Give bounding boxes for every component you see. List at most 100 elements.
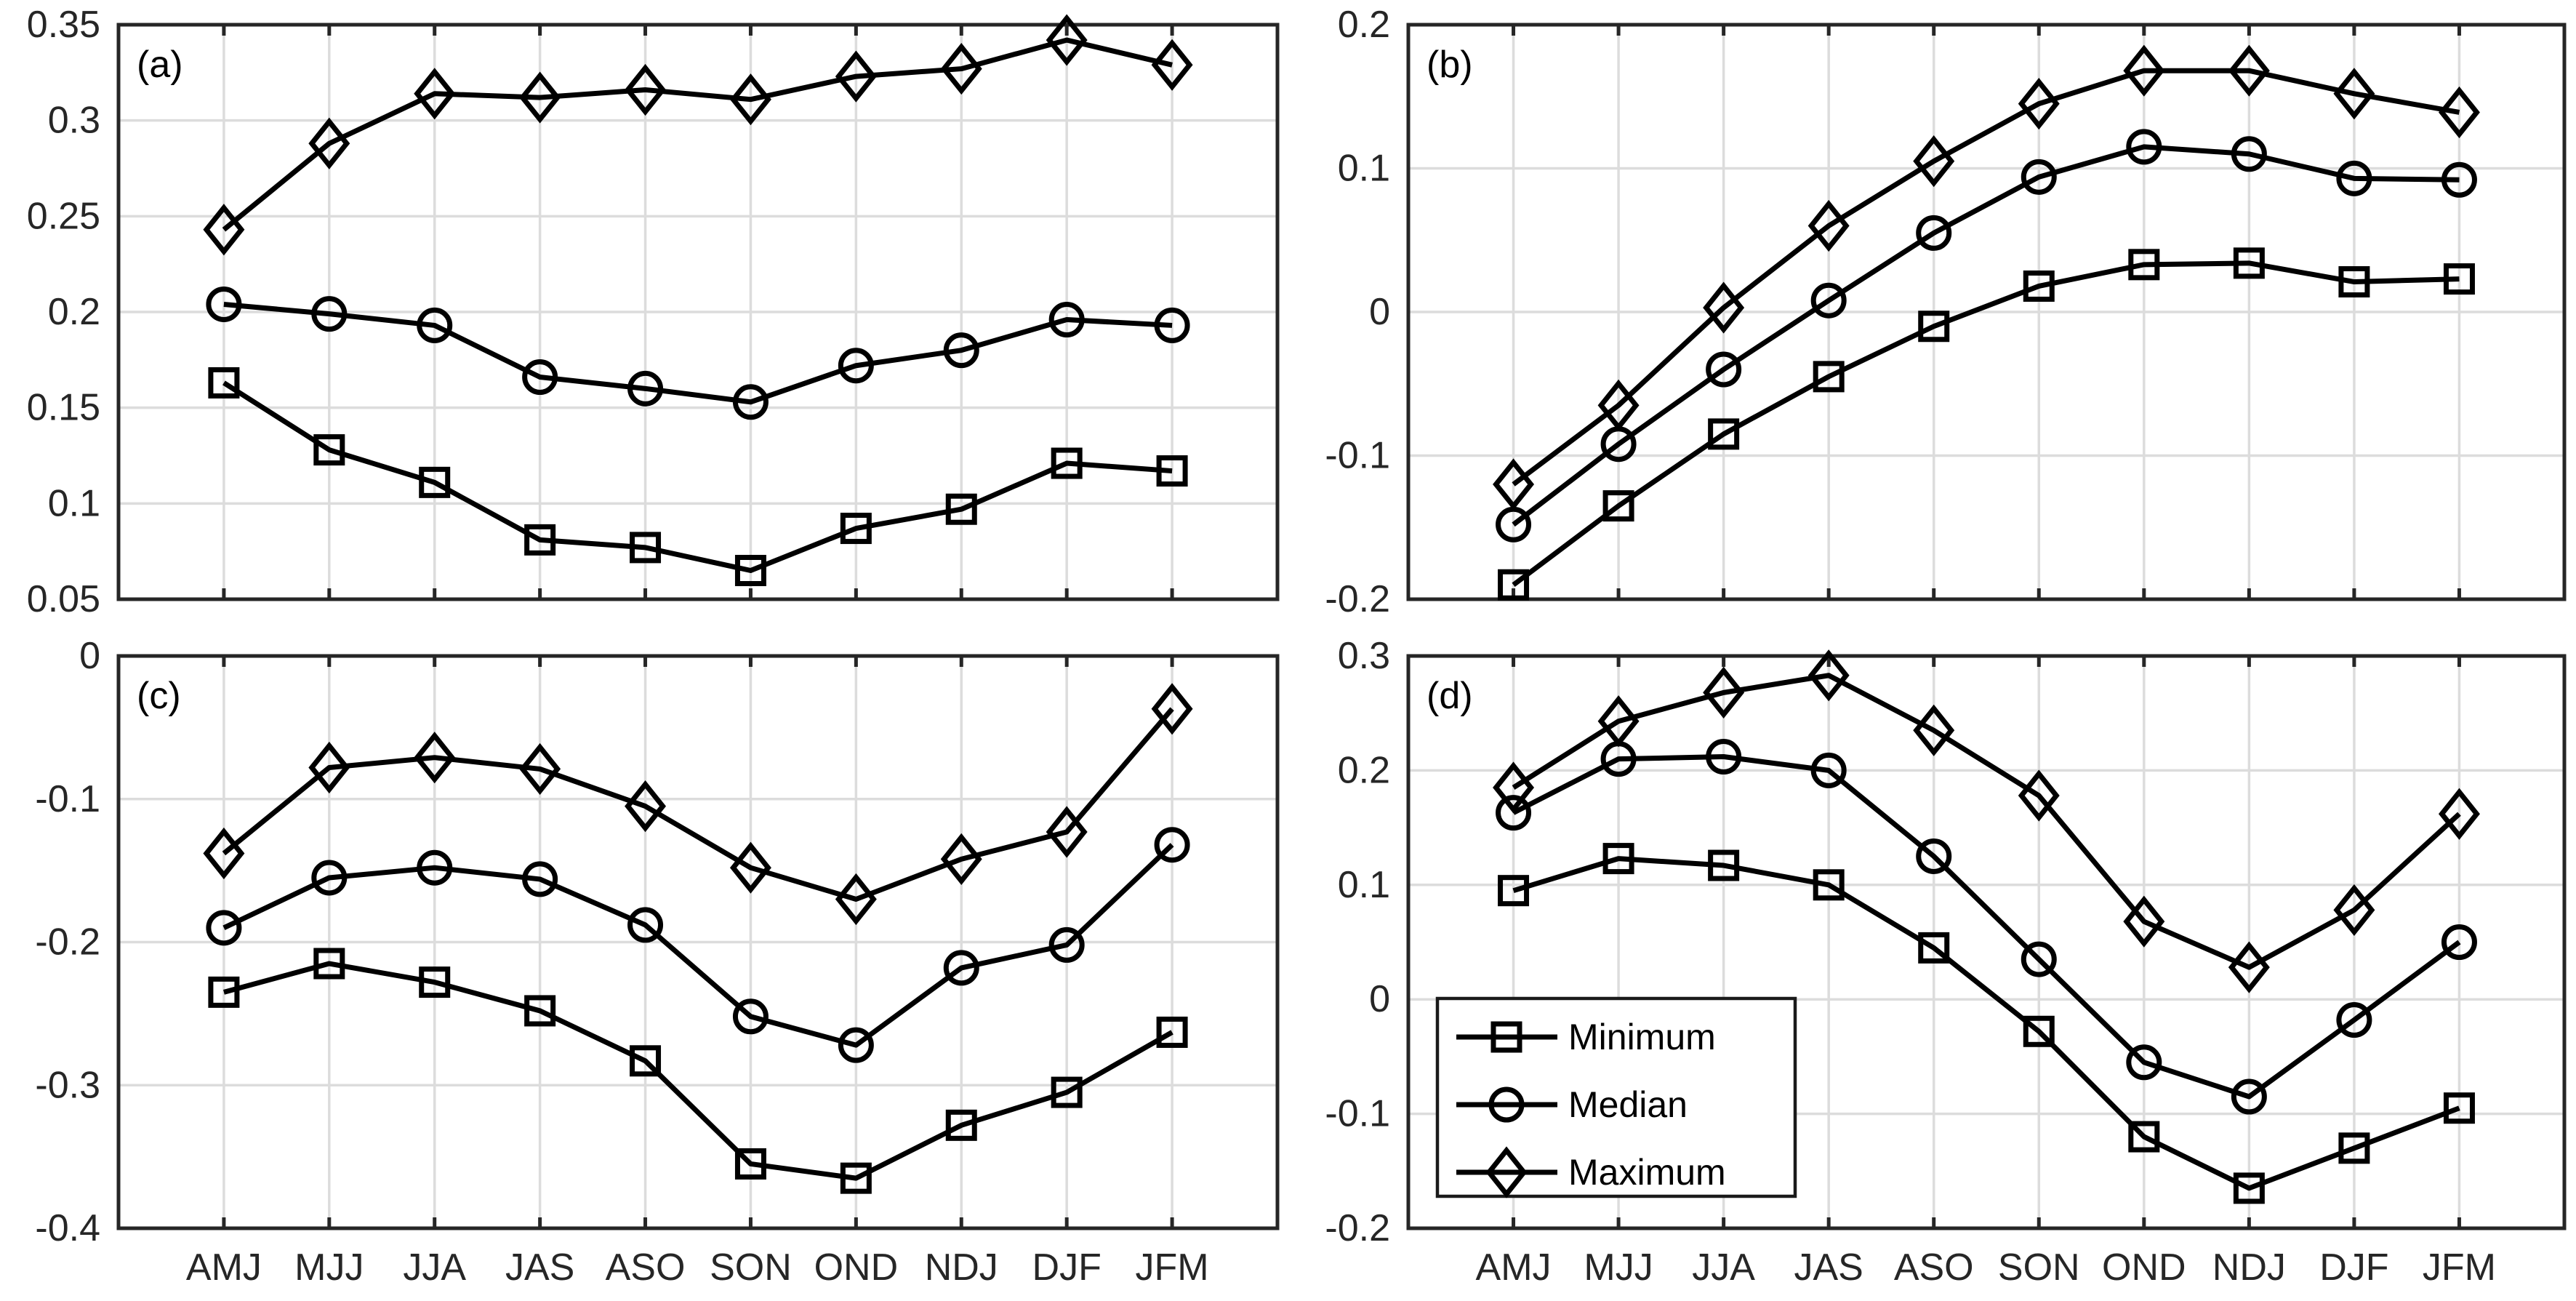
legend-square-marker xyxy=(1490,1021,1522,1053)
circle-marker xyxy=(1916,215,1952,251)
diamond-marker xyxy=(1046,14,1088,66)
y-tick-label: -0.1 xyxy=(1325,435,1390,477)
circle-marker xyxy=(1048,302,1085,338)
legend-label: Minimum xyxy=(1568,1017,1716,1057)
legend-label: Median xyxy=(1568,1084,1688,1125)
y-tick-label: 0 xyxy=(1369,978,1390,1020)
circle-marker xyxy=(1706,351,1742,388)
diamond-marker xyxy=(625,780,667,833)
y-tick-label: -0.2 xyxy=(35,921,100,964)
circle-marker xyxy=(1048,926,1085,963)
x-tick-label: JFM xyxy=(2423,1246,2496,1289)
square-marker xyxy=(1918,932,1950,964)
diamond-marker xyxy=(308,741,350,794)
diamond-marker xyxy=(519,71,561,124)
circle-marker xyxy=(2441,161,2477,198)
diamond-marker xyxy=(940,833,982,885)
x-tick-label: DJF xyxy=(2319,1246,2388,1289)
square-marker xyxy=(1051,1076,1083,1108)
diamond-marker xyxy=(835,50,877,103)
diamond-marker xyxy=(1703,666,1745,718)
y-tick-label: 0.3 xyxy=(48,100,100,142)
circle-marker xyxy=(522,359,558,396)
panel-a: 0.05 0.1 0.15 0.2 0.25 0.3 0.35 (a) xyxy=(27,4,1280,620)
panel-c: -0.4 -0.3 -0.2 -0.1 0 AMJ MJJ JJA JAS ASO SON OND ND… xyxy=(35,635,1280,1289)
square-marker xyxy=(945,493,977,525)
y-tick-label: -0.2 xyxy=(1325,1207,1390,1249)
circle-marker xyxy=(1810,752,1847,788)
diamond-marker xyxy=(835,873,877,926)
x-tick-label: OND xyxy=(2102,1246,2186,1289)
circle-marker xyxy=(2336,1002,2372,1038)
circle-marker xyxy=(732,384,769,420)
median-series xyxy=(206,827,1190,1063)
diamond-marker xyxy=(1913,704,1955,756)
square-marker xyxy=(419,966,451,998)
circle-marker xyxy=(2021,941,2057,977)
diamond-marker xyxy=(2438,788,2480,840)
square-marker xyxy=(1156,1016,1188,1048)
square-marker xyxy=(840,513,872,545)
y-tick-label: 0.35 xyxy=(27,4,100,46)
diamond-marker xyxy=(729,73,771,126)
y-tick-label: 0.1 xyxy=(1338,864,1390,906)
legend-entry: Minimum xyxy=(1456,1017,1716,1057)
panel-label: (b) xyxy=(1427,44,1473,86)
circle-marker xyxy=(943,950,979,986)
minimum-series xyxy=(208,367,1188,586)
median-line xyxy=(1512,144,2460,527)
square-marker xyxy=(840,1162,872,1194)
square-marker xyxy=(2443,263,2475,295)
y-tick-label: 0.05 xyxy=(27,578,100,620)
diamond-marker xyxy=(1151,683,1193,735)
maximum-series xyxy=(203,683,1193,926)
diamond-marker xyxy=(2228,941,2270,993)
x-tick-label: ASO xyxy=(1894,1246,1974,1289)
y-tick-label: -0.3 xyxy=(35,1064,100,1106)
square-marker xyxy=(1602,843,1634,875)
panel-d: -0.2 -0.1 0 0.1 0.2 0.3 AMJ MJJ JJA JAS ASO SON OND N… xyxy=(1325,635,2567,1289)
square-marker xyxy=(2233,1172,2265,1204)
diamond-marker xyxy=(203,204,245,256)
diamond-marker xyxy=(1493,761,1535,814)
square-marker xyxy=(1708,418,1740,450)
diamond-marker xyxy=(414,732,456,784)
panel-b: -0.2 -0.1 0 0.1 0.2 (b) xyxy=(1325,4,2567,620)
x-tick-label: JFM xyxy=(1136,1246,1209,1289)
diamond-marker xyxy=(2228,44,2270,97)
minimum-series xyxy=(1498,247,2475,601)
circle-marker xyxy=(2336,160,2372,196)
diamond-marker xyxy=(2123,44,2165,97)
square-marker xyxy=(1156,455,1188,487)
minimum-line xyxy=(1512,856,2460,1191)
y-tick-label: 0.1 xyxy=(48,482,100,524)
square-marker xyxy=(1813,361,1845,393)
diamond-marker xyxy=(519,742,561,796)
circle-marker xyxy=(2231,1078,2267,1115)
square-marker xyxy=(630,532,662,564)
y-tick-label: 0.15 xyxy=(27,387,100,429)
minimum-line xyxy=(222,380,1173,573)
panel-frame xyxy=(1406,654,2567,1230)
y-tick-label: 0 xyxy=(79,635,100,677)
diamond-marker xyxy=(1046,806,1088,858)
panel-frame xyxy=(1406,23,2567,601)
panel-label: (c) xyxy=(137,675,181,717)
square-marker xyxy=(630,1045,662,1077)
y-tick-label: 0 xyxy=(1369,291,1390,333)
y-tick-label: -0.4 xyxy=(35,1207,100,1249)
circle-marker xyxy=(2231,136,2267,172)
square-marker xyxy=(2338,1132,2370,1164)
square-marker xyxy=(2023,270,2055,302)
x-tick-label: SON xyxy=(710,1246,792,1289)
square-marker xyxy=(1498,569,1530,601)
diamond-marker xyxy=(1807,199,1850,252)
circle-marker xyxy=(206,286,242,322)
square-marker xyxy=(313,434,345,466)
y-tick-label: 0.2 xyxy=(48,291,100,333)
y-tick-label: -0.1 xyxy=(35,778,100,820)
x-tick-label: JJA xyxy=(403,1246,466,1289)
diamond-marker xyxy=(2333,68,2375,120)
